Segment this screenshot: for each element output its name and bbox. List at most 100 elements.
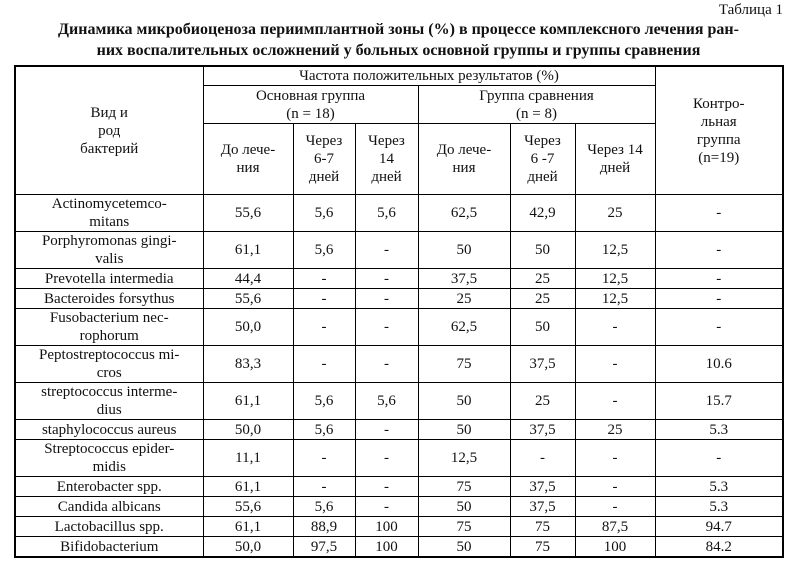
bacteria-name-cell: Peptostreptococcus mi- cros [14,345,204,383]
table-row: Enterobacter spp. 61,1- -75 37,5-5.3 [14,476,784,497]
value-cell: - [654,439,784,477]
value-cell: 12,5 [417,439,511,477]
value-cell: 5,6 [292,231,356,269]
value-cell: 10.6 [654,345,784,383]
value-cell: 15.7 [654,382,784,420]
value-cell: 55,6 [202,194,294,232]
value-cell: 5,6 [292,496,356,517]
value-cell: 75 [417,345,511,383]
table-row: streptococcus interme- dius 61,1 5,6 5,6 50 2… [14,382,784,420]
value-cell: - [354,439,419,477]
value-cell: 25 [574,194,656,232]
value-cell: - [654,231,784,269]
value-cell: - [654,194,784,232]
value-cell: - [354,496,419,517]
value-cell: 62,5 [417,308,511,346]
header-row-2: Основная группа (n = 18) Группа сравнени… [15,85,783,124]
header-species: Вид и род бактерий [14,65,204,195]
header-row-1: Вид и род бактерий Частота положительных… [14,65,784,195]
value-cell: 83,3 [202,345,294,383]
value-cell: - [292,345,356,383]
table-row: staphylococcus aureus 50,0 5,6-50 37,5 25 5.3 [14,419,784,440]
value-cell: 5.3 [654,476,784,497]
value-cell: 44,4 [202,268,294,289]
value-cell: - [292,439,356,477]
bacteria-name-cell: Bacteroides forsythus [14,288,204,309]
value-cell: 87,5 [574,516,656,537]
value-cell: 25 [509,288,576,309]
value-cell: 37,5 [509,345,576,383]
value-cell: 37,5 [417,268,511,289]
value-cell: 50 [417,496,511,517]
value-cell: 61,1 [202,516,294,537]
header-comparison-group: Группа сравнения (n = 8) [417,85,656,124]
table-row: Prevotella intermedia 44,4- -37,5 25 12,5- [14,268,784,289]
value-cell: 25 [417,288,511,309]
value-cell: 37,5 [509,419,576,440]
value-cell: 100 [354,536,419,558]
value-cell: 50,0 [202,308,294,346]
title-line-1: Динамика микробиоценоза периимплантной з… [58,21,739,38]
value-cell: 50,0 [202,536,294,558]
value-cell: 75 [509,516,576,537]
bacteria-name-cell: Prevotella intermedia [14,268,204,289]
value-cell: - [574,345,656,383]
value-cell: - [354,268,419,289]
header-comp-after-6-7-days: Через 6 -7 дней [509,123,576,195]
table-row: Porphyromonas gingi- valis 61,1 5,6-50 50 12… [14,231,784,269]
value-cell: - [292,288,356,309]
value-cell: 12,5 [574,268,656,289]
value-cell: - [654,268,784,289]
table-row: Actinomycetemco- mitans 55,6 5,6 5,6 62,5 42,… [14,194,784,232]
bacteria-name-cell: staphylococcus aureus [14,419,204,440]
value-cell: 5.3 [654,419,784,440]
value-cell: 50 [417,419,511,440]
value-cell: - [574,476,656,497]
value-cell: 25 [574,419,656,440]
microbiocenosis-table: Вид и род бактерий Частота положительных… [14,65,784,558]
header-frequency: Частота положительных результатов (%) [202,65,656,86]
header-comp-after-14-days: Через 14 дней [574,123,656,195]
table-title: Динамика микробиоценоза периимплантной з… [12,19,785,61]
value-cell: 5.3 [654,496,784,517]
value-cell: 50 [417,382,511,420]
title-line-2: них воспалительных осложнений у больных … [96,42,701,59]
value-cell: 88,9 [292,516,356,537]
bacteria-name-cell: Candida albicans [14,496,204,517]
value-cell: 5,6 [292,382,356,420]
value-cell: 100 [354,516,419,537]
bacteria-name-cell: Fusobacterium nec- rophorum [14,308,204,346]
value-cell: 50 [417,536,511,558]
bacteria-name-cell: Bifidobacterium [14,536,204,558]
value-cell: 62,5 [417,194,511,232]
value-cell: - [354,476,419,497]
bacteria-name-cell: Enterobacter spp. [14,476,204,497]
bacteria-name-cell: Porphyromonas gingi- valis [14,231,204,269]
value-cell: 42,9 [509,194,576,232]
table-row: Peptostreptococcus mi- cros 83,3- -75 37,5-… [14,345,784,383]
header-control-group: Контро- льная группа (n=19) [654,65,784,195]
value-cell: - [354,231,419,269]
value-cell: 25 [509,382,576,420]
value-cell: 55,6 [202,496,294,517]
bacteria-name-cell: Actinomycetemco- mitans [14,194,204,232]
value-cell: 12,5 [574,288,656,309]
value-cell: 94.7 [654,516,784,537]
value-cell: - [292,268,356,289]
value-cell: 50,0 [202,419,294,440]
value-cell: - [509,439,576,477]
header-row-3: До лече- ния Через 6-7 дней Через 14 дне… [15,123,783,195]
value-cell: - [354,308,419,346]
table-row: Bifidobacterium 50,0 97,5 100 50 75 100 84.2 [14,536,784,558]
value-cell: 75 [417,476,511,497]
value-cell: - [292,308,356,346]
value-cell: - [654,288,784,309]
table-row: Bacteroides forsythus 55,6- -25 25 12,5- [14,288,784,309]
header-comp-before-treatment: До лече- ния [417,123,511,195]
value-cell: 61,1 [202,382,294,420]
bacteria-name-cell: streptococcus interme- dius [14,382,204,420]
value-cell: 5,6 [292,194,356,232]
value-cell: - [654,308,784,346]
value-cell: - [354,345,419,383]
value-cell: 50 [417,231,511,269]
